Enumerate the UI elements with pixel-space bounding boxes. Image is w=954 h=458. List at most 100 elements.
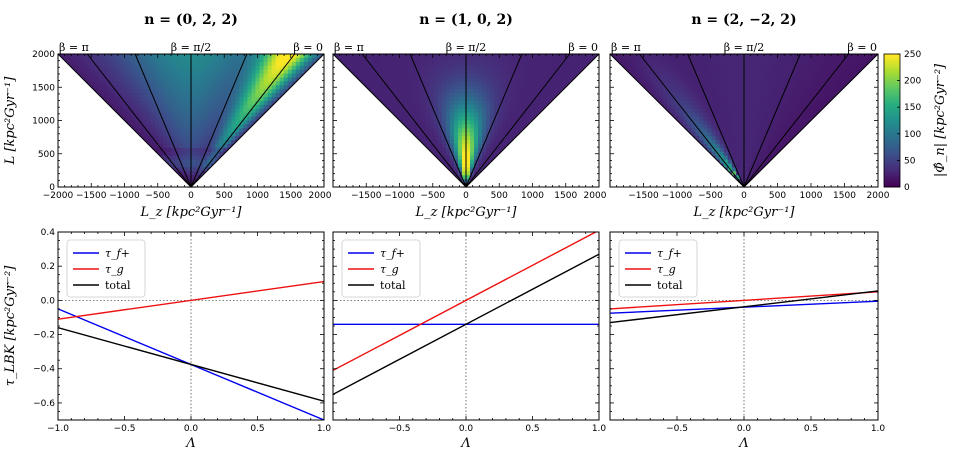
heatmap-cell xyxy=(267,61,273,67)
heatmap-cell xyxy=(739,112,745,118)
heatmap-cell xyxy=(219,54,224,59)
heatmap-cell xyxy=(377,77,382,82)
heatmap-cell xyxy=(203,57,208,63)
heatmap-cell xyxy=(478,77,483,82)
heatmap-cell xyxy=(231,120,236,126)
heatmap-cell xyxy=(441,93,447,98)
heatmap-cell xyxy=(796,73,802,79)
heatmap-cell xyxy=(413,85,419,90)
heatmap-cell xyxy=(723,61,729,67)
heatmap-cell xyxy=(126,81,132,86)
heatmap-cell xyxy=(102,61,107,67)
heatmap-cell xyxy=(170,69,176,75)
x-tick-label: 0 xyxy=(188,191,194,201)
heatmap-cell xyxy=(449,81,455,86)
heatmap-cell xyxy=(271,97,277,102)
colorbar-segment xyxy=(884,167,900,170)
heatmap-cell xyxy=(441,61,447,67)
heatmap-cell xyxy=(752,89,757,94)
heatmap-cell xyxy=(727,73,733,79)
heatmap-cell xyxy=(562,65,568,71)
heatmap-cell xyxy=(719,65,725,71)
heatmap-cell xyxy=(425,69,431,75)
heatmap-cell xyxy=(486,89,491,94)
heatmap-cell xyxy=(715,116,721,122)
heatmap-cell xyxy=(231,136,236,141)
heatmap-cell xyxy=(457,65,463,71)
heatmap-cell xyxy=(82,57,87,63)
heatmap-cell xyxy=(166,159,172,165)
heatmap-cell xyxy=(182,112,188,118)
heatmap-cell xyxy=(666,81,672,86)
heatmap-cell xyxy=(199,65,204,71)
heatmap-panel-1: −2000 −1500 −1000 −500 0 500 1000 1500 200005001… xyxy=(3,12,332,220)
heatmap-cell xyxy=(146,65,152,71)
heatmap-cell xyxy=(498,89,503,94)
heatmap-cell xyxy=(772,124,778,129)
x-axis-label: L_z [kpc²Gyr⁻¹] xyxy=(140,205,243,220)
heatmap-cell xyxy=(723,147,729,153)
heatmap-cell xyxy=(122,77,128,82)
heatmap-cell xyxy=(474,147,479,153)
heatmap-cell xyxy=(457,155,463,161)
heatmap-cell xyxy=(739,73,745,79)
heatmap-cell xyxy=(158,85,164,90)
heatmap-cell xyxy=(550,81,556,86)
heatmap-cell xyxy=(239,97,244,102)
heatmap-cell xyxy=(764,140,769,145)
heatmap-cell xyxy=(699,97,704,102)
heatmap-cell xyxy=(158,132,164,137)
heatmap-cell xyxy=(166,89,172,94)
heatmap-cell xyxy=(170,132,176,137)
heatmap-cell xyxy=(243,81,249,86)
heatmap-cell xyxy=(784,108,790,114)
heatmap-cell xyxy=(449,159,455,165)
heatmap-cell xyxy=(255,100,261,106)
heatmap-cell xyxy=(255,116,261,122)
heatmap-cell xyxy=(494,61,499,67)
heatmap-cell xyxy=(752,128,757,133)
heatmap-cell xyxy=(166,57,172,63)
heatmap-cell xyxy=(703,116,709,122)
heatmap-cell xyxy=(727,61,733,67)
heatmap-cell xyxy=(723,54,729,59)
heatmap-cell xyxy=(235,112,240,118)
heatmap-cell xyxy=(630,61,635,67)
heatmap-cell xyxy=(542,104,548,110)
heatmap-cell xyxy=(502,61,507,67)
heatmap-cell xyxy=(711,85,717,90)
heatmap-cell xyxy=(662,65,668,71)
heatmap-cell xyxy=(739,167,745,172)
heatmap-cell xyxy=(518,65,524,71)
heatmap-cell xyxy=(130,97,136,102)
heatmap-cell xyxy=(506,89,511,94)
heatmap-cell xyxy=(106,89,111,94)
heatmap-cell xyxy=(223,54,228,59)
heatmap-cell xyxy=(748,151,753,157)
x-tick-label: 1.0 xyxy=(592,424,607,434)
heatmap-cell xyxy=(449,57,455,63)
heatmap-cell xyxy=(522,73,528,79)
heatmap-cell xyxy=(772,89,778,94)
heatmap-cell xyxy=(735,65,741,71)
heatmap-cell xyxy=(397,57,403,63)
heatmap-cell xyxy=(393,61,399,67)
heatmap-cell xyxy=(707,73,713,79)
heatmap-cell xyxy=(695,61,700,67)
heatmap-cell xyxy=(707,147,713,153)
heatmap-cell xyxy=(861,54,867,59)
heatmap-cell xyxy=(478,147,483,153)
heatmap-cell xyxy=(772,61,778,67)
heatmap-cell xyxy=(494,89,499,94)
heatmap-cell xyxy=(259,77,265,82)
heatmap-cell xyxy=(243,124,249,129)
heatmap-cell xyxy=(731,73,737,79)
heatmap-cell xyxy=(707,128,713,133)
heatmap-cell xyxy=(760,136,765,141)
heatmap-cell xyxy=(474,54,479,59)
heatmap-cell xyxy=(760,112,765,118)
heatmap-cell xyxy=(744,93,749,98)
heatmap-cell xyxy=(582,61,588,67)
heatmap-cell xyxy=(195,100,200,106)
